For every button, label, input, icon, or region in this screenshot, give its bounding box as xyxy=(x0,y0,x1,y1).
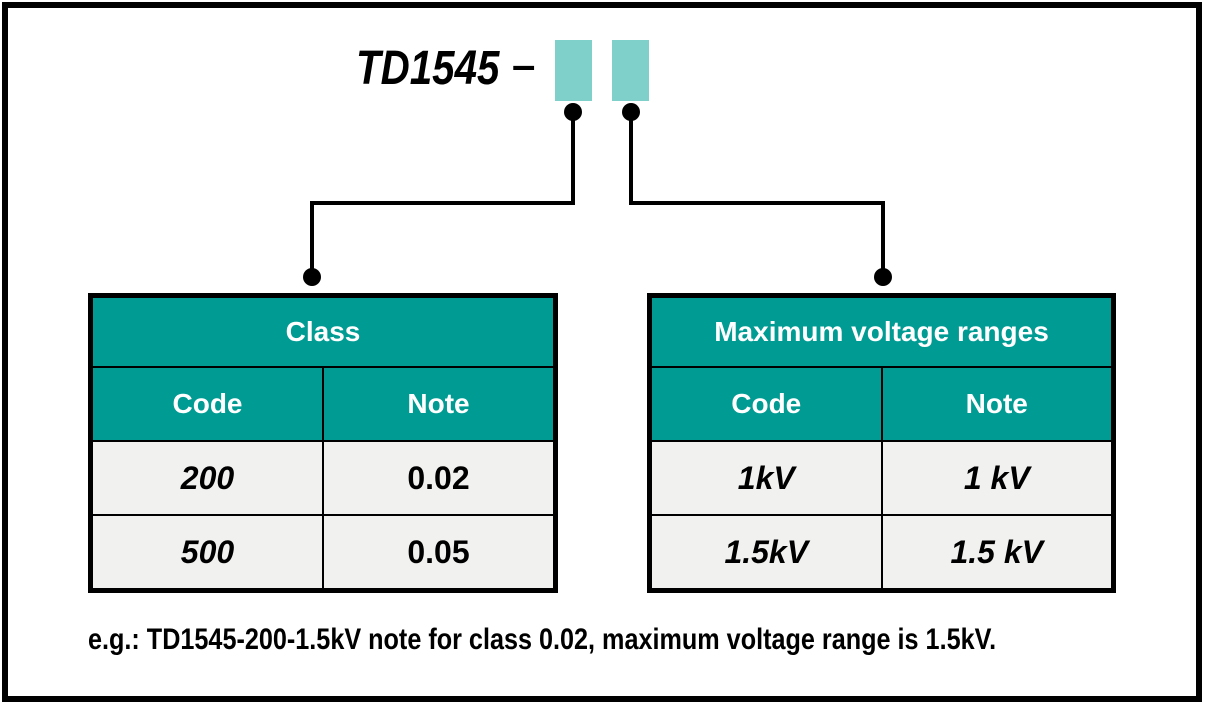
voltage-table-header-row: Code Note xyxy=(648,366,1115,442)
connector-dot-above-voltage-table xyxy=(874,268,892,286)
connector-line-class-vertical-1 xyxy=(571,110,575,205)
table-row: 1.5kV 1.5 kV xyxy=(648,514,1115,592)
voltage-table: Maximum voltage ranges Code Note 1kV 1 k… xyxy=(647,293,1116,593)
table-row: 500 0.05 xyxy=(89,514,557,592)
class-code-value-2: 500 xyxy=(89,514,324,592)
table-row: 1kV 1 kV xyxy=(648,440,1115,516)
connector-line-voltage-horizontal xyxy=(629,201,885,205)
voltage-note-value-1: 1 kV xyxy=(880,440,1115,516)
separator-dash: – xyxy=(512,41,536,88)
voltage-code-value-1: 1kV xyxy=(648,440,883,516)
table-row: 200 0.02 xyxy=(89,440,557,516)
voltage-note-column-header: Note xyxy=(880,366,1115,442)
class-code-placeholder-box xyxy=(555,40,592,101)
class-code-column-header: Code xyxy=(89,366,324,442)
connector-line-voltage-vertical-2 xyxy=(881,203,885,271)
voltage-code-placeholder-box xyxy=(612,40,649,101)
voltage-code-value-2: 1.5kV xyxy=(648,514,883,592)
class-note-value-2: 0.05 xyxy=(322,514,557,592)
voltage-code-column-header: Code xyxy=(648,366,883,442)
connector-dot-above-class-table xyxy=(303,268,321,286)
class-table: Class Code Note 200 0.02 500 0.05 xyxy=(88,293,558,593)
voltage-table-title: Maximum voltage ranges xyxy=(648,294,1115,368)
voltage-note-value-2: 1.5 kV xyxy=(880,514,1115,592)
model-number: TD1545 xyxy=(356,42,500,95)
example-note: e.g.: TD1545-200-1.5kV note for class 0.… xyxy=(88,623,997,656)
voltage-table-title-row: Maximum voltage ranges xyxy=(648,294,1115,368)
class-table-header-row: Code Note xyxy=(89,366,557,442)
connector-line-class-vertical-2 xyxy=(310,203,314,275)
class-note-value-1: 0.02 xyxy=(322,440,557,516)
class-note-column-header: Note xyxy=(322,366,557,442)
connector-line-class-horizontal xyxy=(310,201,575,205)
connector-line-voltage-vertical-1 xyxy=(629,110,633,205)
class-code-value-1: 200 xyxy=(89,440,324,516)
class-table-title-row: Class xyxy=(89,294,557,368)
class-table-title: Class xyxy=(89,294,557,368)
